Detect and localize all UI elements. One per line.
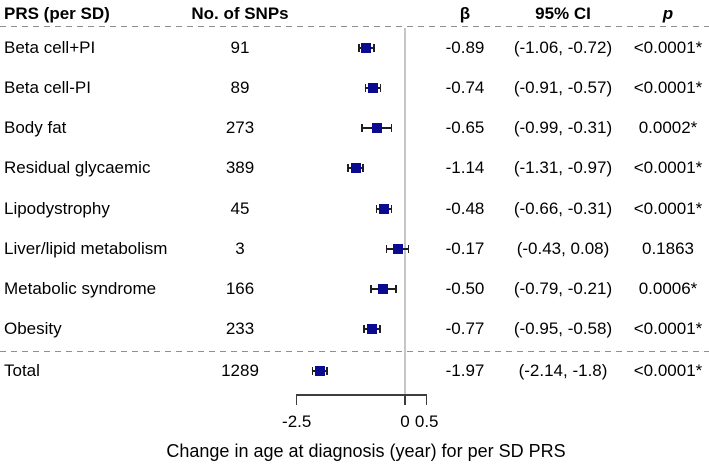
row-p-value: <0.0001* bbox=[633, 158, 703, 177]
row-ci-value: (-1.31, -0.97) bbox=[513, 158, 613, 177]
row-snps-value: 389 bbox=[225, 158, 255, 177]
row-p-value: <0.0001* bbox=[633, 78, 703, 97]
row-beta-value: -0.50 bbox=[445, 279, 485, 298]
ci-cap-right bbox=[379, 84, 382, 92]
row-ci-value: (-0.79, -0.21) bbox=[513, 279, 613, 298]
column-header-prs: PRS (per SD) bbox=[4, 4, 110, 23]
ci-cap-right bbox=[326, 367, 328, 375]
row-label: Metabolic syndrome bbox=[4, 279, 157, 298]
row-snps-value: 3 bbox=[235, 239, 245, 258]
ci-cap-right bbox=[407, 245, 410, 253]
column-header-ci: 95% CI bbox=[535, 4, 591, 23]
row-snps-value: 89 bbox=[230, 78, 250, 97]
row-snps-value: 233 bbox=[225, 319, 255, 338]
x-axis-line bbox=[296, 394, 427, 396]
row-snps-value: 273 bbox=[225, 118, 255, 137]
row-snps-value: 1289 bbox=[221, 361, 259, 380]
row-snps-value: 166 bbox=[225, 279, 255, 298]
column-header-p: p bbox=[662, 4, 674, 23]
row-snps-value: 91 bbox=[230, 38, 250, 57]
row-beta-value: -0.65 bbox=[445, 118, 485, 137]
point-estimate-marker bbox=[366, 324, 377, 334]
row-label: Lipodystrophy bbox=[4, 199, 110, 218]
row-label: Beta cell-PI bbox=[4, 78, 91, 97]
row-label: Liver/lipid metabolism bbox=[4, 239, 168, 258]
row-label: Obesity bbox=[4, 319, 62, 338]
x-axis-tick bbox=[295, 394, 298, 405]
row-beta-value: -1.14 bbox=[445, 158, 485, 177]
x-axis-tick bbox=[404, 394, 406, 405]
ci-cap-left bbox=[385, 245, 388, 253]
point-estimate-marker bbox=[361, 43, 372, 53]
row-beta-value: -0.74 bbox=[445, 78, 485, 97]
zero-reference-line bbox=[404, 28, 406, 395]
row-beta-value: -0.17 bbox=[445, 239, 485, 258]
point-estimate-marker bbox=[379, 204, 390, 214]
ci-cap-left bbox=[311, 367, 314, 375]
header-separator-line bbox=[0, 26, 709, 28]
ci-cap-right bbox=[379, 325, 381, 333]
row-beta-value: -1.97 bbox=[445, 361, 485, 380]
ci-cap-left bbox=[370, 285, 372, 293]
row-beta-value: -0.48 bbox=[445, 199, 485, 218]
row-p-value: <0.0001* bbox=[633, 319, 703, 338]
row-p-value: <0.0001* bbox=[633, 199, 703, 218]
row-p-value: 0.1863 bbox=[642, 239, 694, 258]
ci-cap-left bbox=[358, 44, 360, 52]
row-ci-value: (-0.99, -0.31) bbox=[513, 118, 613, 137]
column-header-snps: No. of SNPs bbox=[191, 4, 289, 23]
row-label: Residual glycaemic bbox=[4, 158, 151, 177]
row-ci-value: (-2.14, -1.8) bbox=[518, 361, 608, 380]
row-label: Total bbox=[4, 361, 40, 380]
row-ci-value: (-0.91, -0.57) bbox=[513, 78, 613, 97]
row-snps-value: 45 bbox=[230, 199, 250, 218]
point-estimate-marker bbox=[314, 366, 325, 376]
x-axis-tick-label: 0.5 bbox=[414, 412, 439, 431]
ci-cap-right bbox=[390, 205, 393, 213]
x-axis-tick bbox=[425, 394, 428, 405]
ci-cap-left bbox=[363, 325, 365, 333]
row-ci-value: (-0.43, 0.08) bbox=[516, 239, 610, 258]
ci-cap-left bbox=[347, 164, 349, 172]
x-axis-tick-label: -2.5 bbox=[282, 412, 312, 431]
row-ci-value: (-0.66, -0.31) bbox=[513, 199, 613, 218]
ci-cap-right bbox=[373, 44, 375, 52]
row-beta-value: -0.89 bbox=[445, 38, 485, 57]
ci-cap-right bbox=[390, 124, 393, 132]
row-beta-value: -0.77 bbox=[445, 319, 485, 338]
column-header-beta: β bbox=[459, 4, 471, 23]
x-axis-title: Change in age at diagnosis (year) for pe… bbox=[166, 441, 566, 461]
x-axis-tick-label: 0 bbox=[400, 412, 410, 431]
row-ci-value: (-1.06, -0.72) bbox=[513, 38, 613, 57]
row-p-value: 0.0006* bbox=[638, 279, 698, 298]
row-ci-value: (-0.95, -0.58) bbox=[513, 319, 613, 338]
point-estimate-marker bbox=[350, 163, 361, 173]
row-p-value: 0.0002* bbox=[638, 118, 698, 137]
row-p-value: <0.0001* bbox=[633, 361, 703, 380]
point-estimate-marker bbox=[392, 244, 403, 254]
ci-cap-right bbox=[362, 164, 364, 172]
point-estimate-marker bbox=[371, 123, 382, 133]
row-label: Body fat bbox=[4, 118, 67, 137]
point-estimate-marker bbox=[367, 83, 378, 93]
ci-cap-left bbox=[364, 84, 367, 92]
row-p-value: <0.0001* bbox=[633, 38, 703, 57]
ci-cap-right bbox=[395, 285, 397, 293]
point-estimate-marker bbox=[378, 284, 389, 294]
ci-cap-left bbox=[375, 205, 378, 213]
total-separator-line bbox=[0, 351, 709, 353]
row-label: Beta cell+PI bbox=[4, 38, 96, 57]
ci-cap-left bbox=[361, 124, 363, 132]
